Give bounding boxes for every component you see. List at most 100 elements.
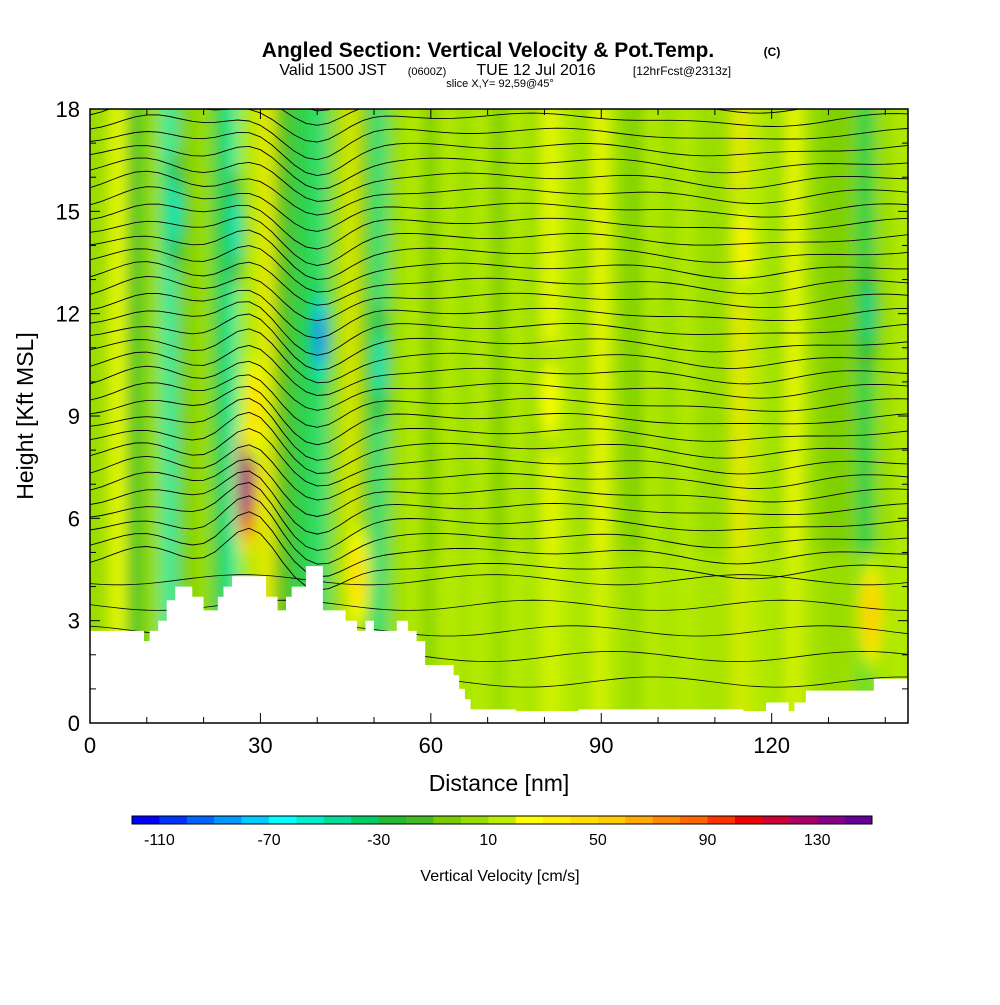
theta-contour: [90, 203, 908, 250]
theta-contour: [90, 374, 908, 428]
x-axis: 0 30 60 90 120: [84, 109, 886, 758]
colorbar-swatch: [378, 816, 407, 824]
colorbar-swatch: [734, 816, 763, 824]
colorbar-label: 90: [699, 832, 717, 849]
x-tick-label: 120: [753, 733, 790, 758]
colorbar-title: Vertical Velocity [cm/s]: [420, 868, 579, 885]
x-tick-label: 60: [419, 733, 443, 758]
colorbar-swatch: [296, 816, 325, 824]
updraft-cell: [736, 218, 750, 273]
theta-contour: [90, 114, 908, 161]
theta-contour: [90, 482, 908, 551]
colorbar-swatch: [351, 816, 380, 824]
field-band: [109, 109, 128, 723]
theta-contour: [90, 145, 908, 190]
theta-contour: [90, 275, 908, 322]
field-band: [404, 109, 423, 723]
theta-contour: [90, 131, 908, 177]
colorbar-swatch: [406, 816, 434, 824]
field-band: [177, 109, 196, 723]
theta-contour: [90, 328, 908, 384]
colorbar-swatch: [132, 816, 160, 824]
colorbar-swatch: [817, 816, 846, 824]
colorbar-swatch: [844, 816, 873, 824]
theta-contour: [90, 411, 908, 474]
theta-contour: [90, 170, 908, 216]
colorbar-swatch: [433, 816, 462, 824]
theta-contour: [90, 574, 908, 586]
terrain-mask: [90, 566, 908, 723]
theta-contour: [90, 511, 908, 577]
chart-title: Angled Section: Vertical Velocity & Pot.…: [262, 39, 714, 62]
theta-contour: [90, 428, 908, 487]
colorbar-frame: [131, 815, 873, 825]
theta-contour: [90, 301, 908, 356]
colorbar-swatch: [625, 816, 654, 824]
x-axis-title: Distance [nm]: [429, 770, 570, 796]
theta-contour: [90, 527, 908, 591]
slice-label: slice X,Y= 92,59@45°: [446, 78, 554, 90]
colorbar-swatch: [652, 816, 681, 824]
subtitle-date: TUE 12 Jul 2016: [476, 62, 595, 79]
updraft-cell: [241, 450, 252, 518]
colorbar-swatch: [597, 816, 626, 824]
x-tick-label: 0: [84, 733, 96, 758]
theta-contour: [90, 157, 908, 202]
colorbar-swatch: [488, 816, 517, 824]
colorbar-swatch: [789, 816, 818, 824]
updraft-cell: [864, 586, 878, 641]
field-band: [194, 109, 213, 723]
downdraft-cell: [230, 201, 240, 256]
theta-contour: [90, 397, 908, 461]
colorbar-label: -30: [367, 832, 390, 849]
theta-contour: [90, 229, 908, 281]
colorbar-swatch: [269, 816, 297, 824]
subtitle-valid: Valid 1500 JST: [279, 62, 387, 79]
y-tick-label: 9: [68, 404, 80, 429]
subtitle-forecast: [12hrFcst@2313z]: [633, 64, 731, 78]
theta-contour: [90, 385, 908, 446]
colorbar: -110 -70 -30 10 50 90 130: [131, 815, 873, 849]
updraft-cell: [248, 378, 262, 433]
theta-contour: [90, 458, 908, 517]
theta-contour: [90, 444, 908, 501]
field-band: [126, 109, 145, 723]
theta-contour: [90, 216, 908, 266]
plot-area: [90, 109, 908, 723]
field-band: [274, 109, 293, 723]
x-tick-label: 90: [589, 733, 613, 758]
theta-contour: [90, 344, 908, 396]
downdraft-cell: [375, 337, 385, 392]
theta-contour: [90, 470, 908, 535]
field-band: [211, 109, 230, 723]
colorbar-label: 50: [589, 832, 607, 849]
colorbar-swatch: [707, 816, 736, 824]
y-tick-label: 3: [68, 609, 80, 634]
colorbar-swatch: [680, 816, 709, 824]
colorbar-swatch: [515, 816, 544, 824]
colorbar-label: 130: [804, 832, 831, 849]
y-tick-label: 18: [56, 97, 80, 122]
y-tick-label: 12: [56, 302, 80, 327]
field-band: [291, 109, 310, 723]
colorbar-swatch: [543, 816, 572, 824]
theta-contour: [90, 245, 908, 293]
colorbar-swatch: [323, 816, 352, 824]
theta-contour: [90, 261, 908, 306]
colorbar-label: -110: [144, 832, 175, 849]
copyright-mark: (C): [764, 45, 781, 59]
y-tick-label: 15: [56, 199, 80, 224]
y-tick-label: 6: [68, 506, 80, 531]
subtitle-zulu: (0600Z): [408, 66, 447, 78]
colorbar-swatch: [214, 816, 243, 824]
colorbar-swatch: [762, 816, 791, 824]
theta-contour: [90, 186, 908, 232]
field-band: [92, 109, 111, 723]
y-axis-title: Height [Kft MSL]: [12, 332, 38, 499]
y-tick-label: 0: [68, 711, 80, 736]
chart-title-group: Angled Section: Vertical Velocity & Pot.…: [262, 39, 781, 90]
colorbar-swatch: [241, 816, 270, 824]
downdraft-cell: [863, 286, 873, 341]
